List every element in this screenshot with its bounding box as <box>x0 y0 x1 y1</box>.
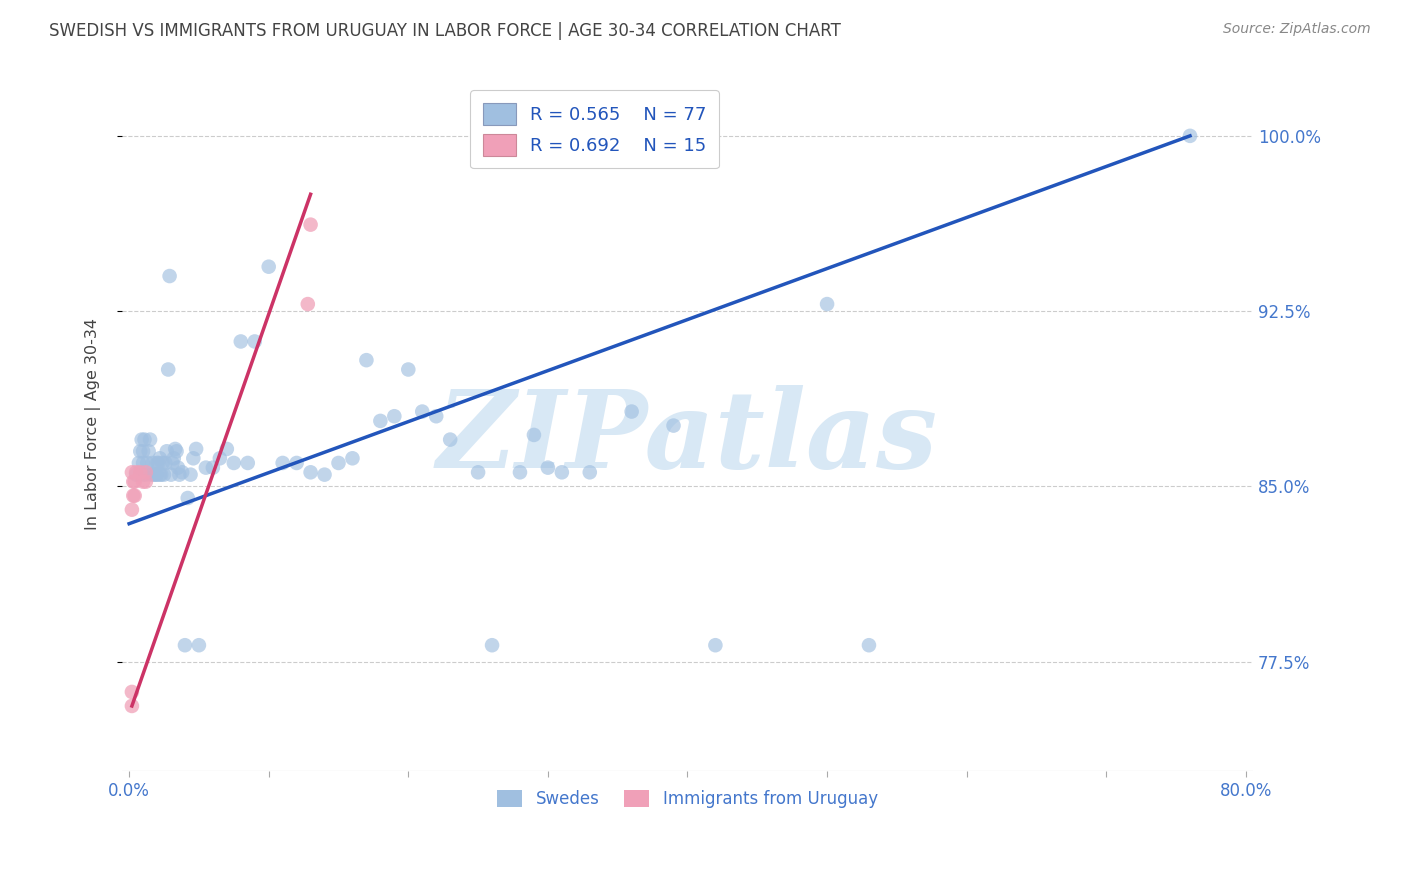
Point <box>314 467 336 482</box>
Point <box>132 475 155 489</box>
Point <box>165 442 187 456</box>
Text: ZIPatlas: ZIPatlas <box>437 385 938 491</box>
Point <box>194 460 217 475</box>
Point <box>132 456 155 470</box>
Point <box>160 467 183 482</box>
Point <box>125 465 148 479</box>
Point <box>167 460 190 475</box>
Point <box>139 433 162 447</box>
Point <box>411 404 433 418</box>
Point <box>122 475 145 489</box>
Point <box>129 465 152 479</box>
Point <box>201 460 224 475</box>
Point <box>166 444 188 458</box>
Point <box>172 465 194 479</box>
Point <box>145 467 167 482</box>
Point <box>180 467 202 482</box>
Point <box>620 404 643 418</box>
Point <box>125 467 148 482</box>
Point <box>183 451 205 466</box>
Point <box>152 456 174 470</box>
Point <box>177 491 200 505</box>
Point <box>146 456 169 470</box>
Point <box>271 456 294 470</box>
Point <box>135 465 157 479</box>
Point <box>370 414 392 428</box>
Point <box>382 409 405 424</box>
Point <box>481 638 503 652</box>
Point <box>537 460 560 475</box>
Point <box>208 451 231 466</box>
Point <box>142 456 165 470</box>
Point <box>132 444 155 458</box>
Point <box>257 260 280 274</box>
Point <box>122 489 145 503</box>
Point <box>509 465 531 479</box>
Point <box>858 638 880 652</box>
Point <box>704 638 727 652</box>
Legend: Swedes, Immigrants from Uruguay: Swedes, Immigrants from Uruguay <box>491 783 884 815</box>
Point <box>467 465 489 479</box>
Text: Source: ZipAtlas.com: Source: ZipAtlas.com <box>1223 22 1371 37</box>
Point <box>523 428 546 442</box>
Point <box>356 353 378 368</box>
Point <box>184 442 207 456</box>
Point <box>1178 128 1201 143</box>
Point <box>342 451 364 466</box>
Point <box>128 456 150 470</box>
Point <box>143 467 166 482</box>
Point <box>163 451 186 466</box>
Point <box>135 467 157 482</box>
Point <box>425 409 447 424</box>
Point <box>124 475 146 489</box>
Point <box>243 334 266 349</box>
Point <box>156 444 179 458</box>
Point <box>121 465 143 479</box>
Point <box>131 433 153 447</box>
Point <box>148 456 170 470</box>
Point <box>155 456 177 470</box>
Point <box>121 502 143 516</box>
Point <box>578 465 600 479</box>
Point <box>236 456 259 470</box>
Point <box>149 451 172 466</box>
Point <box>222 456 245 470</box>
Point <box>174 638 197 652</box>
Point <box>132 467 155 482</box>
Point <box>169 467 191 482</box>
Point <box>129 444 152 458</box>
Text: SWEDISH VS IMMIGRANTS FROM URUGUAY IN LABOR FORCE | AGE 30-34 CORRELATION CHART: SWEDISH VS IMMIGRANTS FROM URUGUAY IN LA… <box>49 22 841 40</box>
Point <box>153 467 176 482</box>
Point <box>299 465 322 479</box>
Point <box>187 638 209 652</box>
Point <box>157 362 180 376</box>
Point <box>162 456 184 470</box>
Point <box>815 297 838 311</box>
Point <box>136 456 159 470</box>
Point <box>135 475 157 489</box>
Point <box>662 418 685 433</box>
Point <box>285 456 308 470</box>
Point <box>551 465 574 479</box>
Point <box>215 442 238 456</box>
Point <box>229 334 252 349</box>
Point <box>150 467 173 482</box>
Point <box>297 297 319 311</box>
Point <box>328 456 350 470</box>
Point <box>121 698 143 713</box>
Point <box>149 467 172 482</box>
Point <box>159 268 181 283</box>
Point <box>134 433 156 447</box>
Point <box>396 362 419 376</box>
Point <box>141 467 163 482</box>
Point <box>121 685 143 699</box>
Point <box>146 467 169 482</box>
Y-axis label: In Labor Force | Age 30-34: In Labor Force | Age 30-34 <box>86 318 101 531</box>
Point <box>299 218 322 232</box>
Point <box>439 433 461 447</box>
Point <box>138 444 160 458</box>
Point <box>124 489 146 503</box>
